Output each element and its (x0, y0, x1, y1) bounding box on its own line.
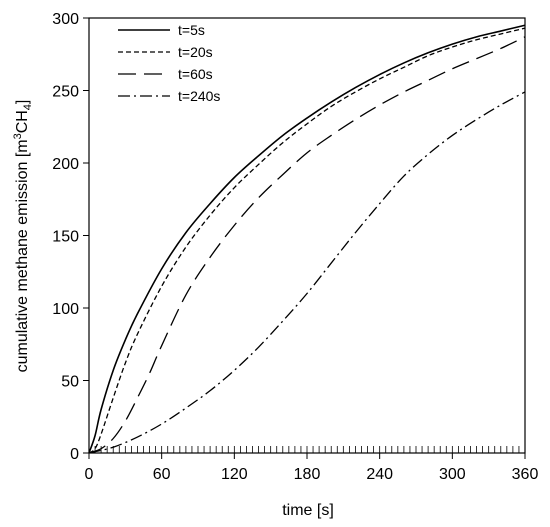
plot-border (88, 17, 526, 454)
legend-label-2: t=20s (178, 44, 213, 60)
y-tick-label: 200 (52, 156, 79, 173)
legend-label-1: t=5s (178, 22, 205, 38)
series-line-3 (88, 36, 526, 454)
x-tick-label: 0 (85, 466, 94, 483)
x-tick-label: 60 (153, 466, 171, 483)
x-axis-label: time [s] (282, 502, 334, 519)
y-tick-label: 50 (61, 374, 79, 391)
x-tick-label: 300 (439, 466, 466, 483)
x-minor-ticks (88, 446, 526, 453)
x-tick-label: 120 (221, 466, 248, 483)
x-axis-ticks: 0 60 120 180 240 300 360 (85, 453, 539, 483)
series-line-4 (88, 91, 526, 454)
series-line-1 (88, 24, 526, 454)
y-tick-label: 0 (70, 446, 79, 463)
y-tick-label: 250 (52, 84, 79, 101)
plot-lines (88, 24, 526, 454)
plot-frame (88, 17, 526, 454)
y-axis-label-sup: 3 (12, 133, 24, 139)
y-tick-label: 100 (52, 301, 79, 318)
y-axis-ticks: 0 50 100 150 200 250 300 (52, 11, 89, 463)
legend-label-4: t=240s (178, 88, 220, 104)
y-axis-label-end: ] (14, 100, 31, 104)
y-axis-label-main: cumulative methane emission [m (14, 139, 31, 372)
x-tick-label: 360 (512, 466, 539, 483)
y-axis-label-sub: 4 (22, 104, 34, 110)
legend: t=5s t=20s t=60s t=240s (118, 22, 220, 104)
legend-label-3: t=60s (178, 66, 213, 82)
y-axis-label: cumulative methane emission [m3CH4] (12, 100, 34, 373)
x-tick-label: 180 (294, 466, 321, 483)
x-tick-label: 240 (366, 466, 393, 483)
series-line-2 (88, 27, 526, 454)
y-tick-label: 150 (52, 229, 79, 246)
y-axis-label-mid: CH (14, 110, 31, 133)
y-tick-label: 300 (52, 11, 79, 28)
